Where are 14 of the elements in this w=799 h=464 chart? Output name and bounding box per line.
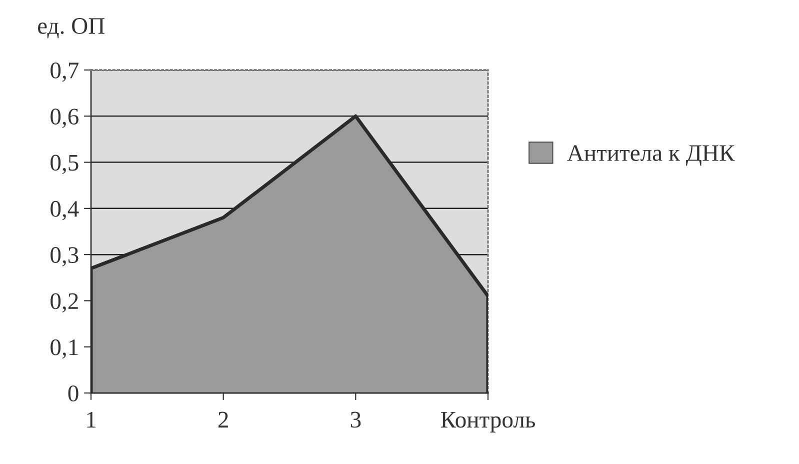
y-tick-label: 0,3 bbox=[50, 247, 78, 266]
y-tick-label: 0,5 bbox=[50, 154, 78, 174]
y-tick-label: 0,6 bbox=[50, 108, 78, 128]
y-tick-label: 0,1 bbox=[50, 339, 78, 359]
y-tick-label: 0,4 bbox=[50, 200, 79, 220]
x-tick-label: 2 bbox=[218, 412, 228, 428]
y-axis-title: ед. ОП bbox=[38, 18, 104, 38]
x-tick-label: Контроль bbox=[440, 412, 536, 432]
y-tick-label: 0,7 bbox=[50, 62, 79, 82]
x-tick-label: 1 bbox=[87, 412, 96, 428]
x-tick-label: 3 bbox=[350, 412, 361, 428]
legend-label: Антитела к ДНК bbox=[567, 145, 735, 166]
y-tick-label: 0 bbox=[68, 385, 78, 402]
y-tick-label: 0,2 bbox=[50, 293, 78, 313]
